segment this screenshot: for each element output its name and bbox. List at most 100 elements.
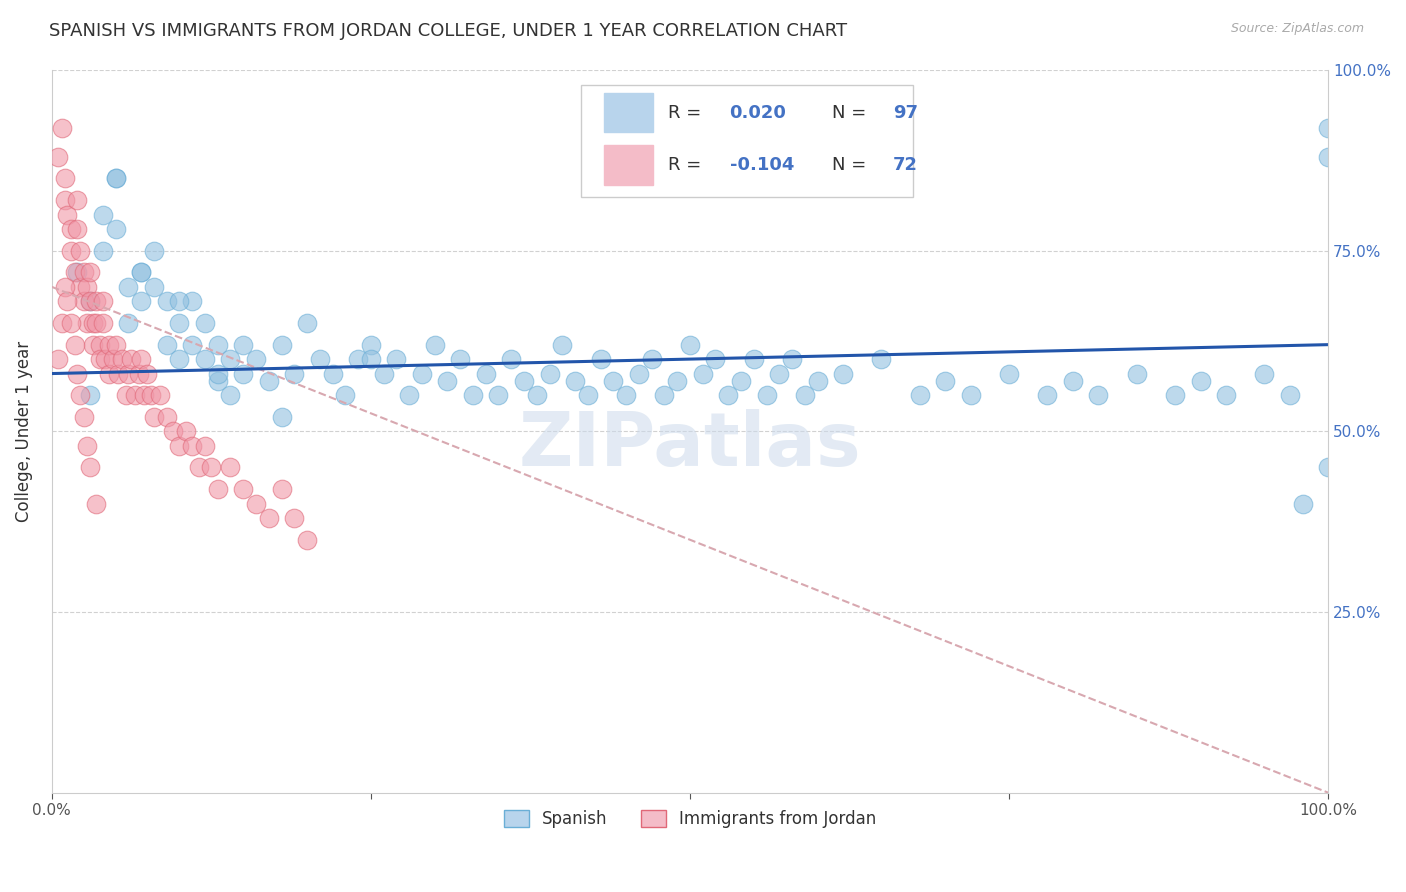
Point: [959, 388, 981, 402]
Point: [79, 265, 101, 279]
FancyBboxPatch shape: [582, 85, 914, 196]
Point: [142, 280, 165, 294]
Point: [169, 294, 191, 309]
Point: [69, 388, 91, 402]
Point: [46, 352, 69, 367]
Point: [181, 294, 204, 309]
Point: [704, 352, 727, 367]
Text: N =: N =: [831, 156, 866, 174]
Text: ZIPatlas: ZIPatlas: [519, 409, 862, 483]
Point: [219, 352, 242, 367]
Point: [474, 367, 496, 381]
Point: [51, 120, 73, 135]
Point: [63, 337, 86, 351]
Point: [156, 294, 179, 309]
Point: [806, 374, 828, 388]
Point: [117, 367, 139, 381]
Point: [89, 337, 111, 351]
Point: [59, 316, 82, 330]
FancyBboxPatch shape: [605, 93, 652, 132]
Point: [156, 409, 179, 424]
Point: [526, 388, 548, 402]
Point: [117, 280, 139, 294]
Point: [128, 367, 150, 381]
Point: [66, 193, 89, 207]
Point: [98, 337, 121, 351]
Point: [73, 409, 96, 424]
Point: [200, 460, 222, 475]
Point: [308, 352, 330, 367]
Point: [94, 352, 117, 367]
Text: 97: 97: [893, 103, 918, 121]
Point: [104, 171, 127, 186]
Point: [1278, 388, 1301, 402]
Point: [69, 244, 91, 258]
Point: [53, 171, 76, 186]
Point: [245, 497, 267, 511]
Point: [117, 316, 139, 330]
Point: [129, 352, 152, 367]
Point: [742, 352, 765, 367]
Point: [120, 352, 142, 367]
Point: [270, 409, 292, 424]
Point: [1125, 367, 1147, 381]
Point: [86, 497, 108, 511]
Point: [114, 388, 136, 402]
Point: [1317, 150, 1340, 164]
Point: [232, 482, 254, 496]
Point: [156, 337, 179, 351]
Point: [589, 352, 612, 367]
Point: [1317, 460, 1340, 475]
Point: [76, 439, 98, 453]
Point: [91, 244, 114, 258]
Point: [461, 388, 484, 402]
Point: [564, 374, 586, 388]
Point: [104, 222, 127, 236]
Y-axis label: College, Under 1 year: College, Under 1 year: [15, 341, 32, 522]
Point: [194, 352, 217, 367]
Point: [98, 367, 121, 381]
Point: [488, 388, 510, 402]
Point: [73, 294, 96, 309]
Point: [91, 294, 114, 309]
Point: [76, 316, 98, 330]
Point: [1317, 120, 1340, 135]
Point: [187, 460, 209, 475]
Point: [1291, 497, 1313, 511]
Point: [129, 265, 152, 279]
Point: [347, 352, 370, 367]
Point: [717, 388, 740, 402]
Point: [423, 337, 446, 351]
Point: [1253, 367, 1275, 381]
Point: [207, 482, 229, 496]
Point: [169, 439, 191, 453]
Point: [1189, 374, 1212, 388]
Point: [411, 367, 433, 381]
Point: [132, 388, 155, 402]
Point: [449, 352, 471, 367]
Point: [141, 388, 163, 402]
Point: [46, 150, 69, 164]
Point: [1036, 388, 1059, 402]
Point: [129, 265, 152, 279]
Point: [627, 367, 650, 381]
Point: [666, 374, 689, 388]
Point: [1087, 388, 1109, 402]
Point: [385, 352, 408, 367]
Point: [257, 511, 280, 525]
Point: [181, 439, 204, 453]
Point: [79, 294, 101, 309]
Point: [129, 294, 152, 309]
Point: [69, 280, 91, 294]
Point: [79, 388, 101, 402]
Point: [538, 367, 561, 381]
Point: [53, 280, 76, 294]
Point: [283, 511, 305, 525]
Point: [86, 316, 108, 330]
Point: [51, 316, 73, 330]
Point: [181, 337, 204, 351]
Point: [232, 367, 254, 381]
Point: [76, 280, 98, 294]
Point: [270, 482, 292, 496]
Point: [59, 222, 82, 236]
